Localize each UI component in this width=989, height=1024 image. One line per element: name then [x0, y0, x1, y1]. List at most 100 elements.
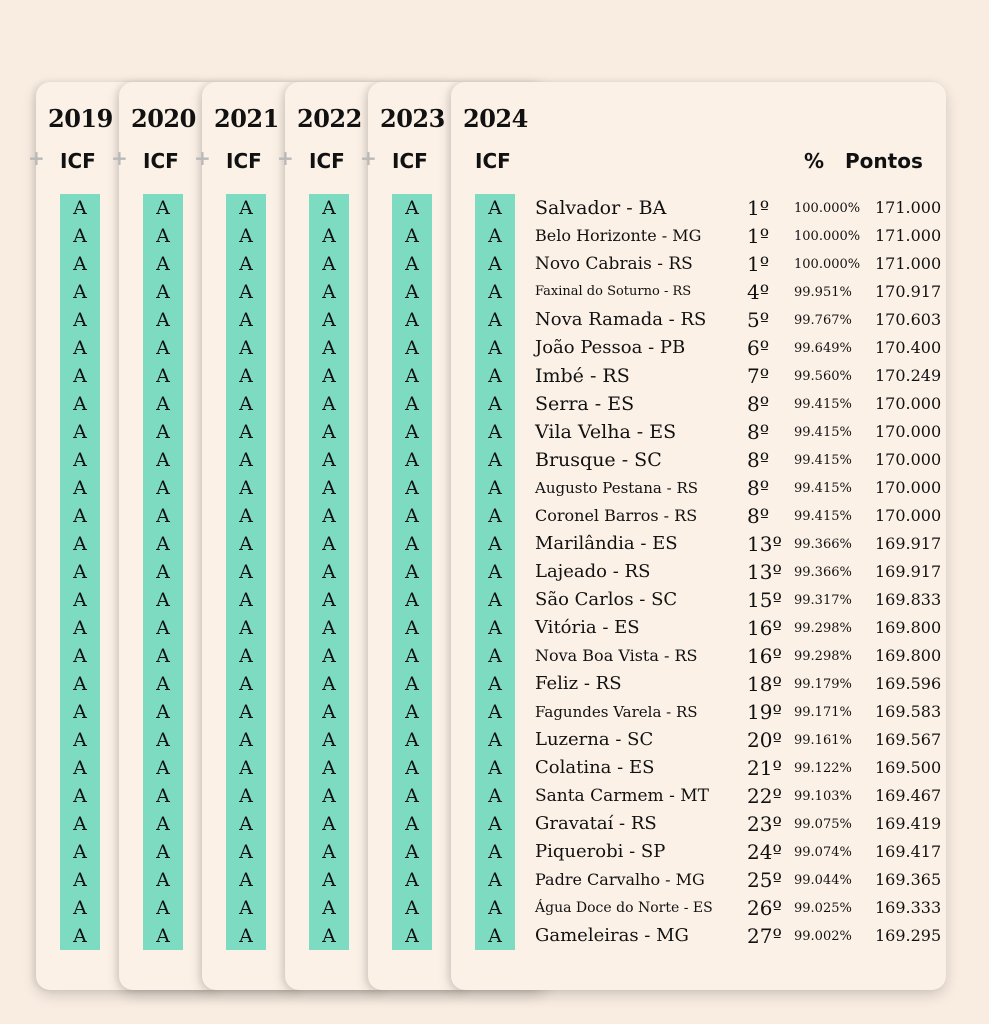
icf-grade: A [322, 365, 336, 387]
icf-grade: A [73, 841, 87, 863]
icf-grade: A [73, 757, 87, 779]
icf-grade: A [73, 477, 87, 499]
percent-value: 99.951% [794, 285, 852, 300]
percent-value: 99.317% [794, 593, 852, 608]
icf-grade: A [322, 477, 336, 499]
icf-grade: A [488, 757, 502, 779]
icf-grade: A [239, 337, 253, 359]
rank: 19º [747, 700, 782, 724]
percent-value: 99.415% [794, 509, 852, 524]
icf-grade: A [73, 729, 87, 751]
icf-grade: A [405, 645, 419, 667]
add-icon[interactable]: + [194, 146, 211, 170]
icf-grade: A [156, 589, 170, 611]
icf-grade: A [156, 701, 170, 723]
icf-grade: A [488, 925, 502, 947]
add-icon[interactable]: + [28, 146, 45, 170]
icf-grade: A [239, 673, 253, 695]
icf-grade: A [156, 813, 170, 835]
icf-grade: A [156, 477, 170, 499]
rank: 18º [747, 672, 782, 696]
rank: 8º [747, 504, 770, 528]
points-header: Pontos [845, 149, 923, 173]
table-row: Faxinal do Soturno - RS 4º 99.951% 170.917 [451, 278, 951, 306]
icf-grade: A [156, 309, 170, 331]
icf-grade-column [475, 194, 515, 950]
points-value: 171.000 [875, 254, 942, 273]
points-value: 169.567 [875, 730, 942, 749]
icf-grade: A [239, 729, 253, 751]
icf-grade: A [156, 337, 170, 359]
icf-grade: A [156, 645, 170, 667]
icf-header: ICF [392, 149, 428, 173]
points-value: 169.596 [875, 674, 942, 693]
points-value: 170.249 [875, 366, 942, 385]
icf-grade: A [488, 281, 502, 303]
icf-grade: A [156, 225, 170, 247]
add-icon[interactable]: + [360, 146, 377, 170]
table-row: Nova Boa Vista - RS 16º 99.298% 169.800 [451, 642, 951, 670]
rank: 27º [747, 924, 782, 948]
icf-grade: A [73, 505, 87, 527]
add-icon[interactable]: + [111, 146, 128, 170]
icf-grade: A [322, 729, 336, 751]
icf-grade: A [239, 309, 253, 331]
rank: 15º [747, 588, 782, 612]
points-value: 169.333 [875, 898, 942, 917]
icf-grade: A [73, 197, 87, 219]
icf-header: ICF [475, 149, 511, 173]
icf-grade: A [322, 617, 336, 639]
percent-value: 99.179% [794, 677, 852, 692]
icf-grade: A [405, 421, 419, 443]
icf-grade: A [73, 533, 87, 555]
icf-grade: A [488, 561, 502, 583]
icf-grade: A [73, 589, 87, 611]
city-name: Gameleiras - MG [535, 925, 689, 946]
icf-grade: A [156, 505, 170, 527]
add-icon[interactable]: + [277, 146, 294, 170]
percent-value: 99.415% [794, 425, 852, 440]
percent-value: 99.103% [794, 789, 852, 804]
rank: 1º [747, 224, 770, 248]
icf-grade: A [405, 785, 419, 807]
icf-grade: A [156, 757, 170, 779]
year-label: 2019 [48, 104, 113, 133]
icf-header: ICF [143, 149, 179, 173]
icf-grade: A [156, 421, 170, 443]
icf-grade: A [488, 337, 502, 359]
year-label: 2022 [297, 104, 362, 133]
points-value: 169.417 [875, 842, 942, 861]
icf-grade: A [73, 673, 87, 695]
icf-grade: A [322, 673, 336, 695]
rank: 5º [747, 308, 770, 332]
icf-grade: A [405, 393, 419, 415]
table-row: Imbé - RS 7º 99.560% 170.249 [451, 362, 951, 390]
icf-grade: A [156, 281, 170, 303]
table-row: Fagundes Varela - RS 19º 99.171% 169.583 [451, 698, 951, 726]
points-value: 169.800 [875, 618, 942, 637]
icf-grade: A [239, 897, 253, 919]
icf-grade: A [322, 253, 336, 275]
icf-grade: A [156, 393, 170, 415]
icf-grade: A [239, 813, 253, 835]
icf-grade: A [405, 225, 419, 247]
icf-grade: A [322, 869, 336, 891]
table-row: Feliz - RS 18º 99.179% 169.596 [451, 670, 951, 698]
points-value: 169.500 [875, 758, 942, 777]
icf-grade: A [73, 281, 87, 303]
icf-grade: A [488, 533, 502, 555]
icf-grade: A [322, 281, 336, 303]
icf-grade: A [322, 337, 336, 359]
icf-grade: A [488, 197, 502, 219]
table-row: Santa Carmem - MT 22º 99.103% 169.467 [451, 782, 951, 810]
icf-grade: A [405, 309, 419, 331]
table-row: Água Doce do Norte - ES 26º 99.025% 169.333 [451, 894, 951, 922]
icf-grade: A [156, 785, 170, 807]
icf-grade: A [239, 197, 253, 219]
city-name: Santa Carmem - MT [535, 786, 709, 806]
icf-grade: A [239, 589, 253, 611]
icf-grade: A [322, 225, 336, 247]
year-label: 2021 [214, 104, 279, 133]
icf-grade: A [239, 253, 253, 275]
city-name: Luzerna - SC [535, 729, 654, 750]
